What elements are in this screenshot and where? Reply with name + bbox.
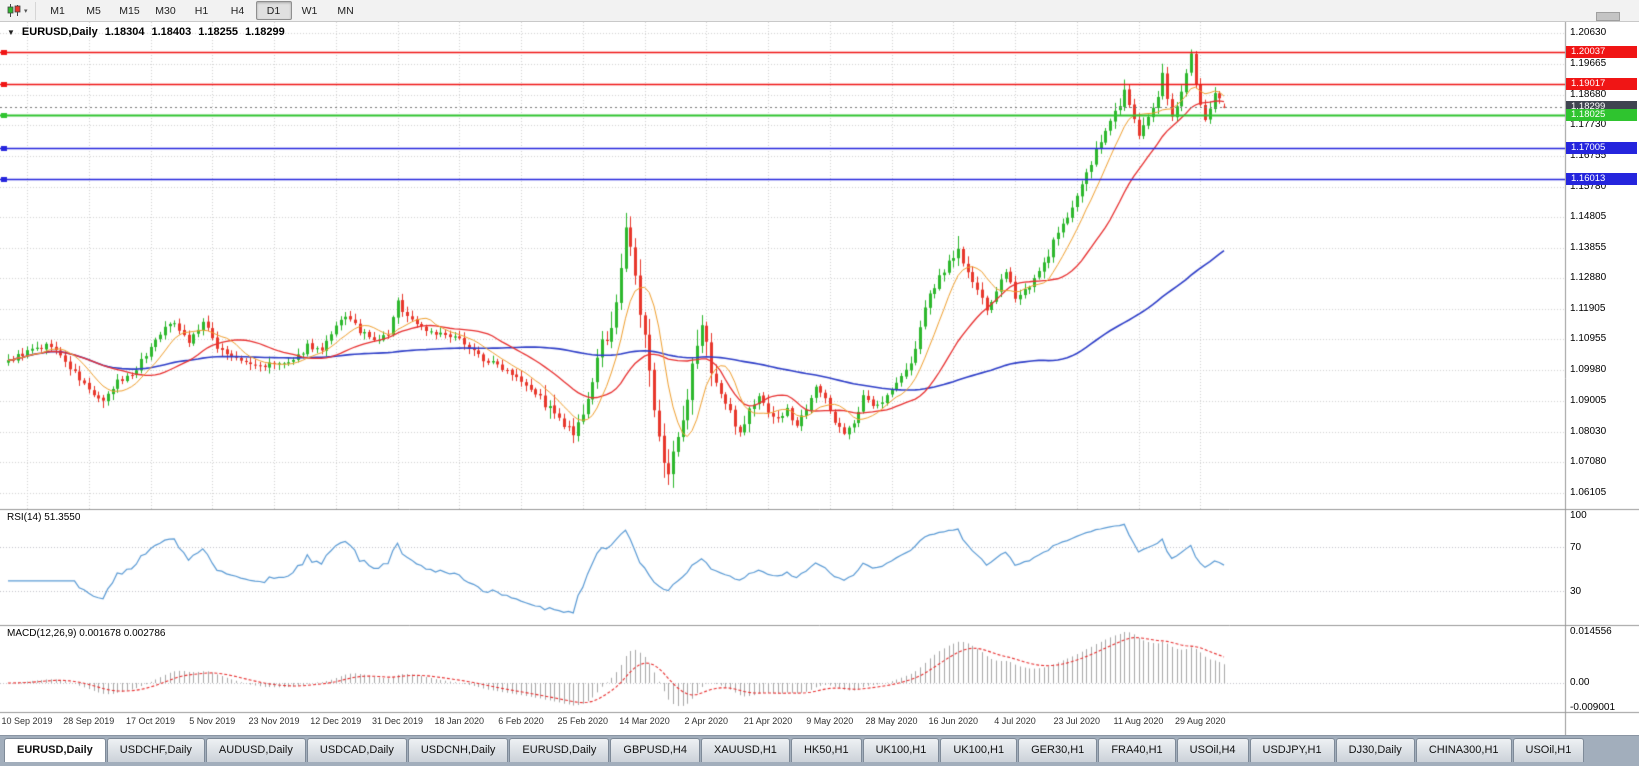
chart-tabs-bar: EURUSD,Daily USDCHF,Daily AUDUSD,Daily USDC… [0, 735, 1639, 766]
chart-tab-eurusd-daily[interactable]: EURUSD,Daily [509, 738, 610, 762]
chart-tab-usoil-h1[interactable]: USOil,H1 [1512, 738, 1585, 762]
price-line-badge-1-16013[interactable]: 1.16013 [1566, 173, 1637, 186]
chart-hscroll-thumb[interactable] [1596, 12, 1620, 21]
chart-tab-usdchf-daily[interactable]: USDCHF,Daily [106, 738, 205, 762]
timeframe-button-MN[interactable]: MN [337, 4, 354, 17]
chart-tab-usoil-h4[interactable]: USOil,H4 [1176, 738, 1249, 762]
chart-type-button[interactable]: ▾ [4, 1, 36, 20]
collapse-arrow-icon[interactable]: ▼ [7, 27, 15, 37]
price-line-badge-1-17005[interactable]: 1.17005 [1566, 141, 1637, 154]
chart-tab-audusd-daily[interactable]: AUDUSD,Daily [205, 738, 306, 762]
chart-tab-hk50-h1[interactable]: HK50,H1 [790, 738, 862, 762]
timeframe-button-M5[interactable]: M5 [86, 4, 101, 17]
timeframe-toolbar: ▾ M1 M5 M15 M30 H1 H4 D1 W1 MN [0, 0, 1639, 22]
chart-tab-usdjpy-h1[interactable]: USDJPY,H1 [1249, 738, 1335, 762]
chart-tab-ger30-h1[interactable]: GER30,H1 [1018, 738, 1098, 762]
timeframe-button-M1[interactable]: M1 [50, 4, 65, 17]
chart-tab-dj30-daily[interactable]: DJ30,Daily [1335, 738, 1415, 762]
timeframe-button-H4[interactable]: H4 [230, 4, 245, 17]
chart-tab-xauusd-h1[interactable]: XAUUSD,H1 [700, 738, 790, 762]
chart-tab-usdcnh-daily[interactable]: USDCNH,Daily [407, 738, 509, 762]
timeframe-button-M30[interactable]: M30 [155, 4, 176, 17]
timeframe-buttons: M1 M5 M15 M30 H1 H4 D1 W1 MN [40, 1, 364, 20]
timeframe-button-H1[interactable]: H1 [194, 4, 209, 17]
candlestick-chart-icon [7, 4, 21, 17]
chart-canvas[interactable] [0, 22, 1639, 735]
price-line-badge-1-19017[interactable]: 1.19017 [1566, 78, 1637, 91]
price-line-badge-1-18025[interactable]: 1.18025 [1566, 109, 1637, 122]
chart-tab-china300-h1[interactable]: CHINA300,H1 [1415, 738, 1512, 762]
chart-tab-eurusd-daily[interactable]: EURUSD,Daily [4, 738, 106, 762]
price-line-badge-1-20037[interactable]: 1.20037 [1566, 45, 1637, 58]
chart-tab-uk100-h1[interactable]: UK100,H1 [940, 738, 1018, 762]
chart-type-dropdown-caret: ▾ [24, 7, 28, 15]
timeframe-button-W1[interactable]: W1 [301, 4, 318, 17]
chart-tab-uk100-h1[interactable]: UK100,H1 [862, 738, 940, 762]
chart-tab-usdcad-daily[interactable]: USDCAD,Daily [306, 738, 407, 762]
timeframe-button-M15[interactable]: M15 [119, 4, 140, 17]
chart-tab-fra40-h1[interactable]: FRA40,H1 [1098, 738, 1176, 762]
chart-tab-gbpusd-h4[interactable]: GBPUSD,H4 [610, 738, 700, 762]
timeframe-button-D1[interactable]: D1 [255, 1, 292, 20]
